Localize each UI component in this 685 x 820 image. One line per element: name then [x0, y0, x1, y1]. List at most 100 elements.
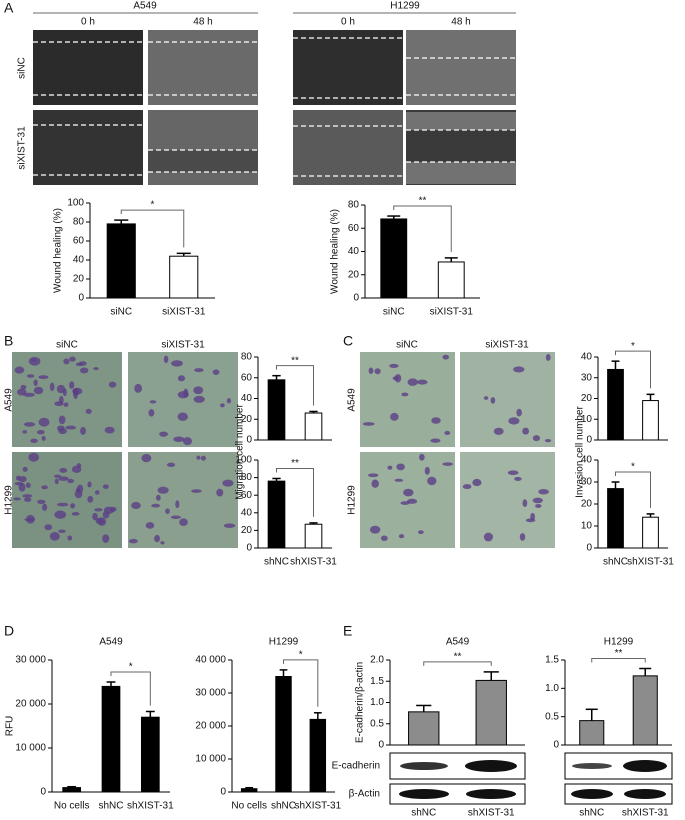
y-tick-label: 0	[378, 740, 384, 751]
x-tick-label: siNC	[383, 307, 405, 318]
x-tick-label: shNC	[271, 801, 296, 812]
significance-label: *	[299, 650, 303, 661]
transwell-images	[12, 352, 555, 548]
x-tick-label: siXIST-31	[430, 307, 474, 318]
cell	[69, 381, 75, 389]
cell	[65, 425, 77, 430]
time-label: 48 h	[193, 17, 212, 28]
cell	[14, 366, 25, 374]
cell	[493, 427, 504, 435]
y-tick-label: 40	[73, 255, 85, 266]
cell	[194, 368, 204, 373]
cell	[20, 384, 27, 390]
cell	[38, 375, 49, 380]
cell	[389, 363, 399, 368]
significance-bracket	[615, 350, 651, 389]
panel-letter: A	[4, 0, 14, 16]
column-label: siXIST-31	[485, 340, 529, 351]
cell	[535, 504, 542, 508]
cell	[177, 391, 189, 399]
cell	[109, 506, 117, 512]
y-tick-label: 60	[241, 490, 253, 501]
significance-bracket	[423, 661, 492, 666]
cell	[58, 476, 69, 481]
cell	[418, 530, 424, 535]
blot-label: E-cadherin	[332, 761, 380, 772]
cell	[508, 417, 520, 425]
cell	[196, 455, 201, 460]
time-label: 0 h	[341, 17, 355, 28]
cell	[173, 436, 185, 442]
chart-title: H1299	[269, 637, 299, 648]
significance-bracket	[110, 671, 151, 706]
significance-bracket	[615, 471, 651, 508]
cell	[93, 367, 99, 371]
cell	[63, 358, 70, 365]
cell	[369, 525, 381, 534]
bar	[304, 523, 323, 549]
y-tick-label: 40 000	[195, 655, 226, 666]
cell	[442, 354, 450, 360]
x-tick-label: shXIST-31	[622, 808, 669, 819]
cell	[159, 431, 168, 437]
y-axis-label: E-cadherin/β-actin	[355, 662, 366, 743]
cell	[226, 398, 232, 404]
y-tick-label: 0	[586, 435, 592, 446]
cell	[70, 503, 76, 509]
cell	[56, 384, 66, 394]
cell	[26, 374, 35, 378]
cell	[49, 532, 60, 541]
y-tick-label: 60	[241, 372, 253, 383]
y-tick-label: 40	[241, 393, 253, 404]
row-label: A549	[347, 388, 358, 412]
y-tick-label: 100	[67, 198, 84, 209]
cell	[22, 466, 28, 472]
y-tick-label: 20	[241, 525, 253, 536]
cell	[38, 417, 50, 427]
significance-bracket	[393, 205, 452, 252]
cell	[97, 517, 107, 526]
cell	[149, 400, 157, 404]
y-axis-label: RFU	[5, 716, 16, 737]
time-label: 0 h	[81, 17, 95, 28]
cell	[472, 478, 482, 487]
cell	[193, 386, 204, 395]
cell	[396, 463, 405, 471]
bar	[267, 480, 286, 549]
x-tick-label: shNC	[264, 557, 289, 568]
y-tick-label: 2.0	[370, 655, 384, 666]
significance-label: **	[454, 652, 462, 663]
cell	[67, 535, 73, 541]
y-tick-label: 20	[73, 274, 85, 285]
cell	[44, 524, 53, 531]
y-tick-label: 0	[78, 293, 84, 304]
cell	[223, 523, 236, 528]
cell	[427, 476, 437, 486]
x-tick-label: shNC	[579, 808, 604, 819]
y-tick-label: 20 000	[15, 699, 46, 710]
cell	[544, 438, 552, 443]
cell	[14, 481, 24, 486]
bar	[437, 261, 465, 299]
y-tick-label: 30 000	[15, 655, 46, 666]
y-tick-label: 100	[235, 455, 252, 466]
cell	[102, 484, 109, 489]
cell	[42, 503, 48, 511]
cell	[212, 369, 220, 375]
cell	[131, 501, 141, 510]
cell	[525, 518, 536, 523]
x-tick-label: shNC	[411, 808, 436, 819]
cell	[49, 382, 55, 392]
cell	[71, 512, 80, 516]
row-label: A549	[4, 388, 15, 412]
cell	[444, 430, 451, 435]
cell	[424, 466, 430, 475]
cell	[190, 489, 202, 493]
cell	[522, 427, 530, 435]
cell	[63, 402, 69, 407]
cell	[532, 497, 543, 504]
x-tick-label: shNC	[603, 557, 628, 568]
western-blots	[389, 752, 673, 805]
cell	[175, 500, 180, 509]
